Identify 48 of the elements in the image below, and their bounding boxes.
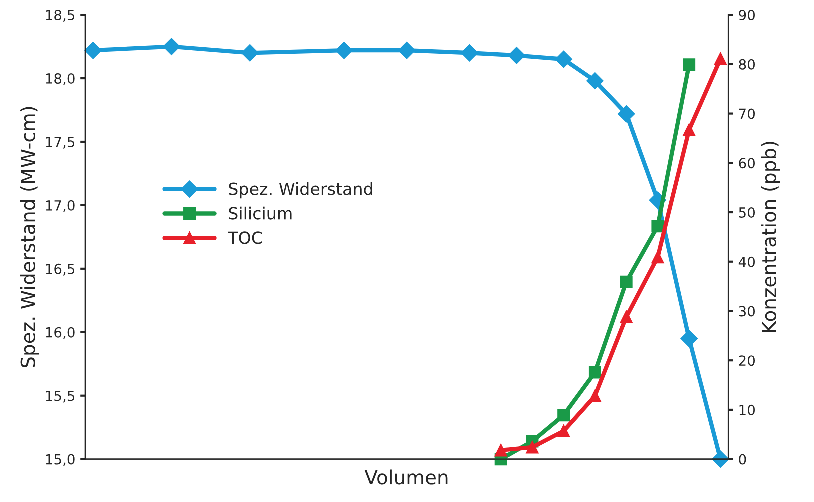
point [494, 444, 508, 457]
y2-tick-label: 20 [739, 356, 756, 366]
y-tick-label: 18,0 [46, 73, 75, 86]
point [588, 366, 602, 379]
point [588, 390, 602, 402]
point [163, 38, 180, 56]
y2-tick-label: 0 [739, 454, 746, 465]
y2-tick-label: 60 [739, 158, 756, 169]
point [558, 409, 570, 422]
legend-label: TOC [228, 232, 262, 244]
point [555, 50, 572, 68]
point [618, 106, 636, 123]
legend-label: Spez. Widerstand [229, 182, 372, 199]
y2-axis-title: Konzentration (ppb) [761, 142, 780, 332]
y-tick-label: 18,5 [46, 10, 75, 22]
y-tick-label: 16,5 [46, 264, 75, 276]
point [683, 58, 696, 72]
point [558, 424, 570, 438]
point [683, 124, 696, 136]
point [652, 220, 664, 233]
point [242, 44, 259, 62]
y-axis-title: Spez. Widerstand (MW-cm) [20, 107, 40, 368]
point [526, 441, 539, 454]
y2-tick-label: 10 [740, 404, 756, 416]
legend-label: Silicium [229, 206, 292, 220]
point [620, 310, 633, 324]
point [398, 42, 416, 60]
y-tick-label: 15,5 [46, 391, 75, 403]
point [508, 47, 526, 64]
y2-tick-label: 30 [739, 306, 756, 317]
point [461, 44, 478, 62]
x-axis-title: Volumen [364, 470, 448, 485]
y2-tick-label: 50 [739, 207, 756, 218]
y2-tick-label: 70 [739, 108, 756, 120]
point [652, 251, 664, 264]
point [714, 52, 727, 66]
y-tick-label: 16,0 [46, 327, 75, 340]
y-tick-label: 15,0 [46, 454, 75, 466]
y2-tick-label: 80 [739, 59, 756, 70]
y2-tick-label: 40 [738, 256, 756, 268]
y2-tick-label: 90 [739, 10, 756, 21]
y-tick-label: 17,0 [46, 200, 75, 212]
point [620, 276, 633, 288]
point [336, 42, 353, 60]
point [84, 42, 102, 60]
point [586, 72, 604, 90]
point [680, 330, 698, 348]
y-tick-label: 17,5 [46, 137, 75, 149]
